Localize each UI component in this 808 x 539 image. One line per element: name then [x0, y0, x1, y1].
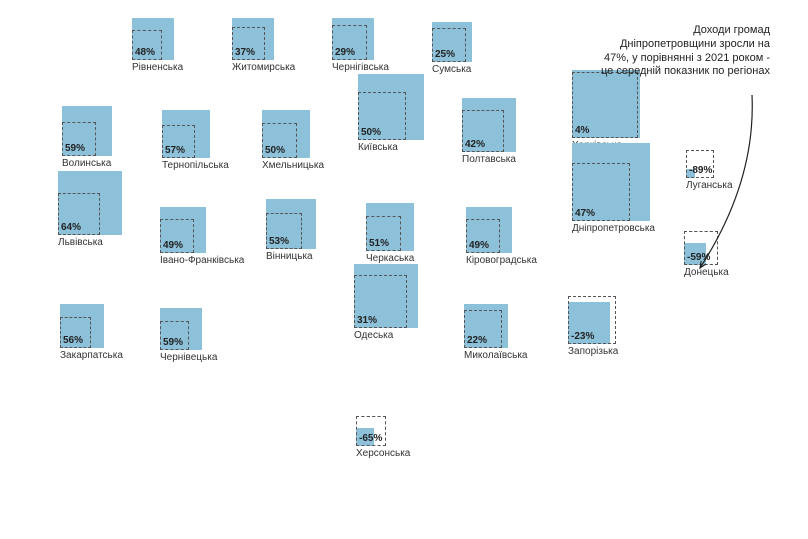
- region-box: 48%: [132, 18, 174, 60]
- region-box: 42%: [462, 98, 516, 152]
- region-box: 50%: [358, 74, 424, 140]
- region-box: 50%: [262, 110, 310, 158]
- region-Луганська: -89% Луганська: [686, 150, 733, 191]
- region-Донецька: -59% Донецька: [684, 231, 729, 278]
- region-Кіровоградська: 49% Кіровоградська: [466, 207, 537, 266]
- region-label: Черкаська: [366, 253, 414, 264]
- region-box: 25%: [432, 22, 472, 62]
- region-label: Кіровоградська: [466, 255, 537, 266]
- region-label: Хмельницька: [262, 160, 324, 171]
- region-label: Тернопільська: [162, 160, 229, 171]
- region-Харківська: 4%Харківська: [572, 70, 640, 151]
- region-label: Закарпатська: [60, 350, 123, 361]
- region-box: 31%: [354, 264, 418, 328]
- pct-label: -65%: [359, 433, 382, 444]
- pct-label: 31%: [357, 315, 377, 326]
- pct-label: 49%: [163, 240, 183, 251]
- region-Чернігівська: 29% Чернігівська: [332, 18, 389, 73]
- pct-label: -23%: [571, 331, 594, 342]
- pct-label: 47%: [575, 208, 595, 219]
- region-box: -23%: [568, 296, 616, 344]
- pct-label: 25%: [435, 49, 455, 60]
- region-box: -59%: [684, 231, 718, 265]
- region-Запорізька: -23% Запорізька: [568, 296, 618, 357]
- region-label: Рівненська: [132, 62, 183, 73]
- region-box: 29%: [332, 18, 374, 60]
- pct-label: 42%: [465, 139, 485, 150]
- region-label: Київська: [358, 142, 424, 153]
- region-Сумська: 25% Сумська: [432, 22, 472, 75]
- pct-label: 4%: [575, 125, 589, 136]
- region-box: 56%: [60, 304, 104, 348]
- pct-label: -59%: [687, 252, 710, 263]
- region-Закарпатська: 56% Закарпатська: [60, 304, 123, 361]
- region-Львівська: 64% Львівська: [58, 171, 122, 248]
- pct-label: 50%: [265, 145, 285, 156]
- region-Черкаська: 51% Черкаська: [366, 203, 414, 264]
- pct-label: 64%: [61, 222, 81, 233]
- pct-label: 53%: [269, 236, 289, 247]
- pct-label: 59%: [163, 337, 183, 348]
- region-box: 49%: [160, 207, 206, 253]
- region-Волинська: 59% Волинська: [62, 106, 112, 169]
- region-Чернівецька: 59% Чернівецька: [160, 308, 217, 363]
- region-Вінницька: 53% Вінницька: [266, 199, 316, 262]
- pct-label: -89%: [689, 165, 712, 176]
- region-label: Житомирська: [232, 62, 295, 73]
- region-Херсонська: -65% Херсонська: [356, 416, 410, 459]
- region-label: Дніпропетровська: [572, 223, 655, 234]
- pct-label: 29%: [335, 47, 355, 58]
- region-box: -89%: [686, 150, 714, 178]
- pct-label: 59%: [65, 143, 85, 154]
- region-Рівненська: 48% Рівненська: [132, 18, 183, 73]
- region-box: 59%: [160, 308, 202, 350]
- pct-label: 37%: [235, 47, 255, 58]
- region-box: 4%: [572, 70, 640, 138]
- region-label: Чернівецька: [160, 352, 217, 363]
- pct-label: 48%: [135, 47, 155, 58]
- region-Хмельницька: 50% Хмельницька: [262, 110, 324, 171]
- pct-label: 56%: [63, 335, 83, 346]
- region-Київська: 50% Київська: [358, 74, 424, 153]
- region-box: 22%: [464, 304, 508, 348]
- region-label: Донецька: [684, 267, 729, 278]
- region-label: Сумська: [432, 64, 472, 75]
- region-Одеська: 31% Одеська: [354, 264, 418, 341]
- region-label: Херсонська: [356, 448, 410, 459]
- region-Миколаївська: 22% Миколаївська: [464, 304, 528, 361]
- region-box: -65%: [356, 416, 386, 446]
- region-box: 59%: [62, 106, 112, 156]
- pct-label: 57%: [165, 145, 185, 156]
- region-box: 37%: [232, 18, 274, 60]
- region-box: 51%: [366, 203, 414, 251]
- region-Полтавська: 42% Полтавська: [462, 98, 516, 165]
- region-box: 47%: [572, 143, 650, 221]
- pct-label: 50%: [361, 127, 381, 138]
- region-label: Волинська: [62, 158, 112, 169]
- region-label: Львівська: [58, 237, 122, 248]
- region-Житомирська: 37% Житомирська: [232, 18, 295, 73]
- region-box: 53%: [266, 199, 316, 249]
- region-label: Миколаївська: [464, 350, 528, 361]
- region-label: Вінницька: [266, 251, 316, 262]
- region-Івано-Франківська: 49% Івано-Франківська: [160, 207, 244, 266]
- region-label: Івано-Франківська: [160, 255, 244, 266]
- region-Тернопільська: 57% Тернопільська: [162, 110, 229, 171]
- region-Дніпропетровська: 47% Дніпропетровська: [572, 143, 655, 234]
- region-label: Одеська: [354, 330, 418, 341]
- pct-label: 22%: [467, 335, 487, 346]
- annotation-text: Доходи громад Дніпропетровщини зросли на…: [600, 24, 770, 79]
- region-label: Полтавська: [462, 154, 516, 165]
- pct-label: 49%: [469, 240, 489, 251]
- region-box: 64%: [58, 171, 122, 235]
- region-label: Чернігівська: [332, 62, 389, 73]
- region-label: Луганська: [686, 180, 733, 191]
- region-label: Запорізька: [568, 346, 618, 357]
- pct-label: 51%: [369, 238, 389, 249]
- region-box: 49%: [466, 207, 512, 253]
- region-box: 57%: [162, 110, 210, 158]
